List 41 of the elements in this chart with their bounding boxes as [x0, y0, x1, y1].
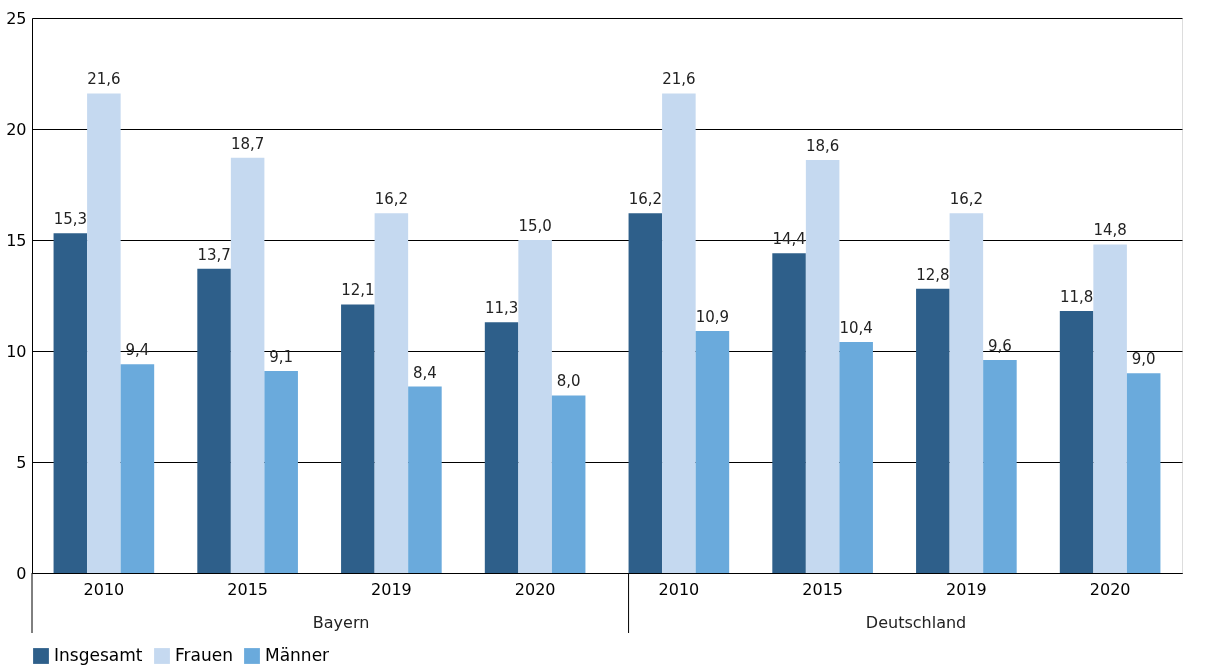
data-label: 15,0	[518, 217, 552, 235]
x-tick-label: 2020	[1089, 579, 1131, 599]
x-tick-label: 2015	[227, 579, 268, 599]
x-tick-label: 2015	[802, 579, 843, 599]
x-tick-label: 2010	[83, 579, 125, 599]
data-label: 9,1	[269, 347, 294, 366]
y-tick-label: 0	[16, 563, 27, 583]
data-label: 18,7	[230, 134, 265, 153]
data-label: 21,6	[662, 70, 696, 89]
data-label: 10,9	[695, 308, 730, 327]
data-label: 12,1	[341, 281, 375, 300]
y-tick-label: 5	[16, 452, 27, 472]
data-label: 11,3	[484, 299, 519, 318]
y-tick-label: 25	[6, 8, 27, 28]
y-tick-label: 10	[6, 341, 27, 361]
legend-label: Männer	[265, 645, 330, 665]
data-label: 16,2	[374, 190, 409, 209]
data-label: 15,3	[53, 210, 88, 229]
data-label: 12,8	[916, 265, 950, 284]
x-tick-label: 2019	[371, 579, 412, 599]
data-label: 18,6	[805, 137, 840, 156]
data-label: 8,4	[412, 363, 437, 382]
data-label: 9,6	[987, 336, 1012, 355]
data-label: 9,0	[1131, 350, 1156, 369]
data-label: 13,7	[197, 245, 231, 264]
text: Bayern	[312, 613, 370, 632]
x-tick-label: 2010	[658, 579, 700, 599]
legend-label: Frauen	[175, 645, 233, 665]
y-tick-label: 15	[6, 230, 27, 250]
data-label: 8,0	[556, 372, 581, 391]
data-label: 11,8	[1059, 288, 1094, 307]
legend-label: Insgesamt	[54, 645, 143, 665]
data-label: 10,4	[839, 319, 873, 338]
x-tick-label: 2020	[514, 579, 556, 599]
x-tick-label: 2019	[946, 579, 987, 599]
data-label: 14,8	[1093, 221, 1127, 240]
y-tick-label: 20	[6, 119, 27, 139]
text: Deutschland	[865, 613, 967, 632]
data-label: 16,2	[949, 190, 984, 209]
data-label: 16,2	[628, 190, 663, 209]
data-label: 21,6	[87, 70, 121, 89]
